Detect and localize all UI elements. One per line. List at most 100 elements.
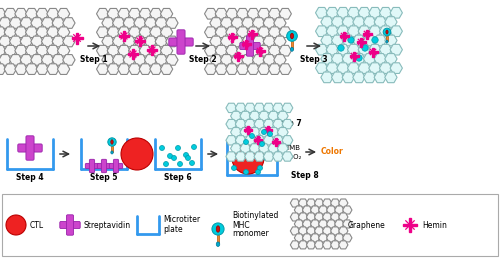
Polygon shape [231, 18, 243, 28]
Polygon shape [240, 111, 251, 121]
Text: H₂O₂: H₂O₂ [285, 154, 302, 160]
Bar [372, 47, 374, 56]
Bar [340, 35, 348, 37]
Polygon shape [139, 45, 151, 56]
Bar [228, 36, 236, 38]
Polygon shape [380, 8, 392, 18]
Polygon shape [321, 35, 333, 46]
Polygon shape [96, 64, 109, 74]
Bar [237, 52, 239, 61]
Polygon shape [358, 44, 370, 55]
Polygon shape [390, 26, 402, 37]
Polygon shape [240, 127, 251, 137]
FancyBboxPatch shape [169, 38, 193, 46]
Polygon shape [236, 64, 249, 74]
Polygon shape [15, 9, 27, 19]
Polygon shape [374, 54, 386, 64]
Bar [244, 129, 252, 131]
Circle shape [176, 146, 180, 150]
Circle shape [212, 223, 224, 235]
Polygon shape [210, 18, 222, 28]
Polygon shape [322, 227, 332, 235]
Polygon shape [364, 17, 376, 27]
Polygon shape [226, 27, 238, 38]
Bar [135, 40, 145, 42]
Polygon shape [268, 45, 280, 56]
Polygon shape [160, 27, 172, 38]
Circle shape [232, 142, 264, 174]
Polygon shape [31, 18, 43, 28]
Polygon shape [358, 63, 370, 74]
Polygon shape [326, 206, 336, 214]
Bar [386, 35, 388, 41]
Polygon shape [118, 27, 130, 38]
Circle shape [372, 37, 378, 43]
Polygon shape [353, 17, 365, 27]
Polygon shape [282, 152, 293, 161]
Bar [272, 141, 280, 143]
Bar [259, 47, 261, 55]
Polygon shape [318, 234, 328, 242]
Polygon shape [36, 27, 48, 38]
Polygon shape [252, 18, 265, 28]
Polygon shape [272, 119, 283, 129]
Text: Hemin: Hemin [422, 220, 447, 229]
Polygon shape [0, 64, 6, 74]
Polygon shape [254, 103, 265, 113]
Polygon shape [326, 8, 338, 18]
Polygon shape [358, 8, 370, 18]
Polygon shape [15, 27, 27, 38]
Polygon shape [342, 206, 352, 214]
Circle shape [338, 45, 344, 51]
Polygon shape [230, 127, 241, 137]
Polygon shape [254, 152, 265, 161]
Circle shape [260, 141, 264, 147]
Polygon shape [290, 227, 300, 235]
FancyBboxPatch shape [102, 159, 106, 173]
Polygon shape [364, 54, 376, 64]
Polygon shape [166, 18, 178, 28]
Polygon shape [322, 199, 332, 207]
Polygon shape [279, 9, 291, 19]
Polygon shape [316, 8, 328, 18]
Polygon shape [342, 17, 354, 27]
Polygon shape [374, 35, 386, 46]
Polygon shape [139, 27, 151, 38]
Polygon shape [247, 64, 260, 74]
Polygon shape [128, 45, 141, 56]
Bar [291, 41, 293, 49]
Polygon shape [230, 111, 241, 121]
Polygon shape [26, 45, 38, 56]
Text: Step 8: Step 8 [291, 171, 319, 180]
FancyBboxPatch shape [177, 30, 185, 54]
FancyBboxPatch shape [90, 159, 94, 173]
Bar [248, 33, 256, 35]
Polygon shape [274, 55, 286, 65]
Bar [231, 32, 233, 41]
Polygon shape [204, 45, 217, 56]
Bar [356, 41, 366, 43]
Polygon shape [231, 55, 243, 65]
Bar [264, 129, 272, 131]
Polygon shape [210, 55, 222, 65]
Polygon shape [204, 64, 217, 74]
Polygon shape [348, 63, 360, 74]
FancyBboxPatch shape [86, 163, 98, 169]
Polygon shape [96, 45, 109, 56]
Polygon shape [326, 220, 336, 228]
Polygon shape [150, 45, 162, 56]
Polygon shape [144, 18, 157, 28]
Polygon shape [374, 72, 386, 83]
Polygon shape [26, 9, 38, 19]
Polygon shape [47, 27, 59, 38]
Polygon shape [306, 241, 316, 249]
Polygon shape [215, 64, 228, 74]
Text: Color: Color [321, 147, 344, 156]
Polygon shape [236, 119, 246, 129]
Polygon shape [272, 103, 283, 113]
Polygon shape [298, 199, 308, 207]
Circle shape [190, 161, 194, 166]
Polygon shape [250, 127, 260, 137]
Polygon shape [258, 111, 270, 121]
Polygon shape [268, 144, 279, 153]
